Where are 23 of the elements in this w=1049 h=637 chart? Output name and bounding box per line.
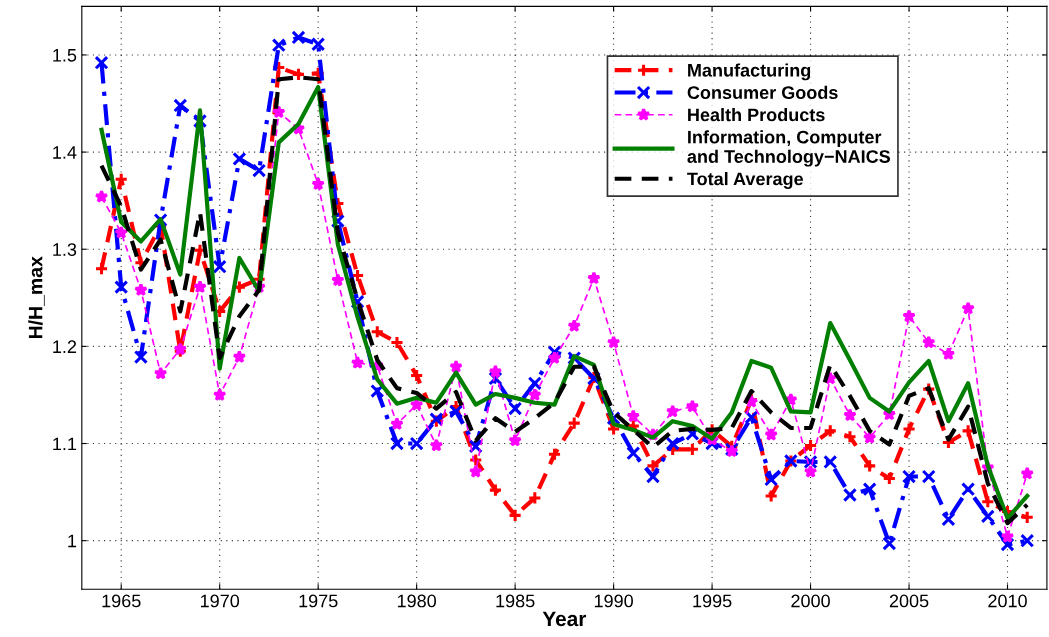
x-tick-label: 1995 xyxy=(693,594,732,608)
x-tick-label: 1980 xyxy=(397,594,437,608)
y-tick-label: 1 xyxy=(68,534,77,548)
legend-label: Information, Computer and Technology−NAICS xyxy=(687,130,891,167)
x-tick-label: 1965 xyxy=(102,594,141,608)
y-tick-label: 1.4 xyxy=(53,146,77,159)
x-axis-title: Year xyxy=(542,611,587,627)
y-tick-label: 1.1 xyxy=(53,437,77,451)
legend-label: Total Average xyxy=(687,172,804,189)
y-tick-label: 1.5 xyxy=(53,49,77,62)
legend-label: Manufacturing xyxy=(688,63,811,81)
x-tick-label: 1985 xyxy=(496,594,535,608)
x-tick-label: 2000 xyxy=(791,594,830,608)
y-axis-title: H/H_max xyxy=(28,256,45,339)
y-tick-label: 1.3 xyxy=(53,243,77,256)
y-tick-label: 1.2 xyxy=(53,340,77,353)
legend-label: Consumer Goods xyxy=(687,85,838,100)
x-tick-label: 2005 xyxy=(889,594,929,608)
x-tick-label: 2010 xyxy=(988,594,1027,608)
x-tick-label: 1990 xyxy=(594,594,633,608)
legend-label: Health Products xyxy=(688,107,825,122)
x-tick-label: 1975 xyxy=(299,594,338,608)
x-tick-label: 1970 xyxy=(200,594,240,608)
